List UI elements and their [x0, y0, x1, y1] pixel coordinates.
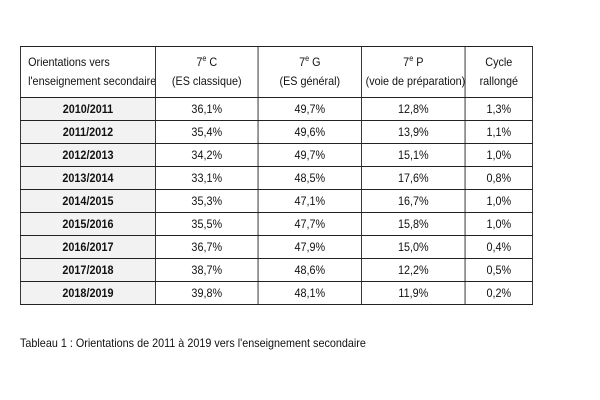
table-row: 2011/2012 35,4% 49,6% 13,9% 1,1% [20, 120, 533, 144]
header-7p-line2: (voie de préparation) [365, 74, 466, 88]
value-cycle: 1,1% [464, 120, 533, 144]
table-header: Orientations vers l'enseignement seconda… [20, 46, 533, 98]
value-7g: 47,1% [257, 189, 362, 213]
header-7p-suffix: P [413, 55, 424, 69]
header-orientations: Orientations vers l'enseignement seconda… [20, 46, 156, 98]
year-cell: 2015/2016 [20, 212, 156, 236]
table-row: 2012/2013 34,2% 49,7% 15,1% 1,0% [20, 143, 533, 167]
header-cycle-line1: Cycle [485, 55, 513, 69]
header-7c-sup: e [202, 54, 207, 63]
table-caption: Tableau 1 : Orientations de 2011 à 2019 … [20, 336, 366, 350]
header-7p-main: 7 [403, 55, 410, 69]
year-cell: 2011/2012 [20, 120, 156, 144]
orientations-table: Orientations vers l'enseignement seconda… [20, 46, 533, 305]
value-7c: 36,7% [154, 235, 259, 259]
value-7p: 16,7% [361, 189, 466, 213]
header-7g: 7e G (ES général) [257, 46, 362, 98]
header-7g-suffix: G [309, 55, 321, 69]
header-7c-suffix: C [206, 55, 218, 69]
table-row: 2010/2011 36,1% 49,7% 12,8% 1,3% [20, 97, 533, 121]
table-body: 2010/2011 36,1% 49,7% 12,8% 1,3% 2011/20… [20, 97, 533, 305]
year-cell: 2018/2019 [20, 281, 156, 305]
value-cycle: 1,3% [464, 97, 533, 121]
year-cell: 2016/2017 [20, 235, 156, 259]
value-7p: 17,6% [361, 166, 466, 190]
value-7g: 48,1% [257, 281, 362, 305]
value-7c: 39,8% [154, 281, 259, 305]
header-7g-line1: 7e G [262, 53, 357, 72]
header-7g-main: 7 [299, 55, 306, 69]
header-7p-line1: 7e P [366, 53, 461, 72]
year-cell: 2017/2018 [20, 258, 156, 282]
table-row: 2013/2014 33,1% 48,5% 17,6% 0,8% [20, 166, 533, 190]
header-orientations-line2: l'enseignement secondaire [28, 74, 156, 88]
value-7c: 35,4% [154, 120, 259, 144]
value-7p: 12,2% [361, 258, 466, 282]
value-cycle: 1,0% [464, 189, 533, 213]
value-7g: 49,6% [257, 120, 362, 144]
header-7c: 7e C (ES classique) [154, 46, 259, 98]
value-cycle: 0,8% [464, 166, 533, 190]
header-7p-sup: e [409, 54, 414, 63]
year-cell: 2012/2013 [20, 143, 156, 167]
value-7p: 11,9% [361, 281, 466, 305]
value-7p: 12,8% [361, 97, 466, 121]
value-cycle: 1,0% [464, 212, 533, 236]
table-row: 2016/2017 36,7% 47,9% 15,0% 0,4% [20, 235, 533, 259]
value-7c: 35,3% [154, 189, 259, 213]
table-row: 2014/2015 35,3% 47,1% 16,7% 1,0% [20, 189, 533, 213]
header-cycle: Cycle rallongé [464, 46, 533, 98]
header-7p: 7e P (voie de préparation) [361, 46, 466, 98]
value-7g: 49,7% [257, 97, 362, 121]
table-row: 2015/2016 35,5% 47,7% 15,8% 1,0% [20, 212, 533, 236]
value-7g: 47,9% [257, 235, 362, 259]
year-cell: 2013/2014 [20, 166, 156, 190]
value-cycle: 1,0% [464, 143, 533, 167]
header-7c-line1: 7e C [160, 53, 255, 72]
value-7p: 15,1% [361, 143, 466, 167]
header-row: Orientations vers l'enseignement seconda… [20, 46, 533, 98]
value-7p: 15,0% [361, 235, 466, 259]
value-7c: 35,5% [154, 212, 259, 236]
value-7c: 33,1% [154, 166, 259, 190]
value-7g: 49,7% [257, 143, 362, 167]
value-cycle: 0,5% [464, 258, 533, 282]
value-7c: 38,7% [154, 258, 259, 282]
header-cycle-line2: rallongé [479, 74, 519, 88]
value-7c: 34,2% [154, 143, 259, 167]
value-7g: 48,5% [257, 166, 362, 190]
value-cycle: 0,4% [464, 235, 533, 259]
value-7p: 13,9% [361, 120, 466, 144]
value-7g: 47,7% [257, 212, 362, 236]
value-7p: 15,8% [361, 212, 466, 236]
year-cell: 2014/2015 [20, 189, 156, 213]
header-7g-sup: e [305, 54, 310, 63]
value-7g: 48,6% [257, 258, 362, 282]
table-row: 2018/2019 39,8% 48,1% 11,9% 0,2% [20, 281, 533, 305]
header-7g-line2: (ES général) [279, 74, 341, 88]
header-orientations-line1: Orientations vers [28, 55, 110, 69]
header-7c-line2: (ES classique) [171, 74, 242, 88]
header-7c-main: 7 [196, 55, 203, 69]
value-cycle: 0,2% [464, 281, 533, 305]
value-7c: 36,1% [154, 97, 259, 121]
table-row: 2017/2018 38,7% 48,6% 12,2% 0,5% [20, 258, 533, 282]
year-cell: 2010/2011 [20, 97, 156, 121]
